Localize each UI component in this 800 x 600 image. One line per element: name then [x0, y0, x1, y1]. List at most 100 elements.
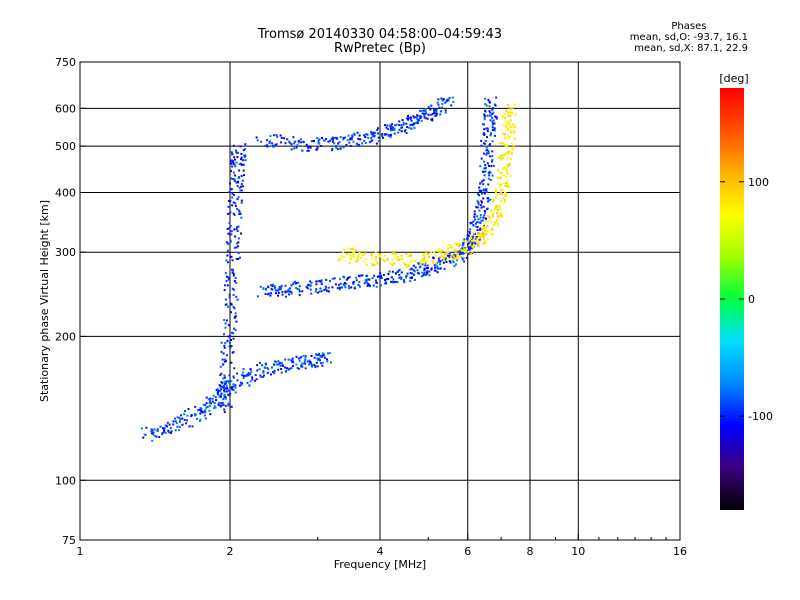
data-point [436, 271, 439, 274]
data-point [284, 284, 287, 287]
data-point [315, 280, 318, 283]
data-point [434, 108, 436, 111]
data-point [447, 243, 450, 246]
data-point [473, 243, 475, 246]
data-point [467, 249, 470, 252]
data-point [375, 285, 378, 288]
data-point [393, 262, 396, 265]
data-point [444, 109, 447, 112]
data-point [249, 368, 252, 371]
data-point [295, 282, 298, 284]
data-point [391, 270, 394, 273]
data-point [145, 426, 148, 429]
data-point [425, 273, 428, 276]
data-point [218, 404, 221, 407]
data-point [233, 214, 236, 217]
data-point [383, 133, 386, 136]
data-point [230, 233, 233, 236]
data-point [436, 266, 439, 269]
data-point [415, 260, 417, 263]
data-point [223, 380, 226, 383]
data-point [435, 110, 438, 113]
data-point [466, 247, 469, 250]
data-point [500, 212, 503, 215]
data-point [405, 276, 407, 279]
data-point [375, 281, 378, 284]
data-point [396, 281, 399, 284]
data-point [469, 245, 472, 248]
data-point [217, 403, 220, 406]
data-point [271, 144, 274, 147]
data-point [497, 169, 500, 172]
data-point [227, 335, 230, 338]
data-point [285, 369, 288, 372]
data-point [250, 371, 253, 374]
data-point [235, 320, 238, 323]
data-point [501, 189, 504, 191]
data-point [454, 257, 457, 260]
data-point [185, 422, 188, 425]
data-point [280, 371, 283, 374]
data-point [472, 224, 475, 226]
data-point [288, 290, 291, 293]
data-point [372, 284, 375, 287]
data-point [313, 356, 316, 359]
x-tick-label: 4 [377, 545, 384, 558]
data-point [236, 242, 238, 245]
data-point [476, 206, 479, 209]
data-point [416, 114, 419, 117]
data-point [342, 146, 345, 149]
data-point [409, 116, 412, 119]
data-point [337, 259, 340, 262]
data-point [471, 241, 474, 244]
data-point [304, 367, 307, 370]
data-point [241, 371, 244, 374]
data-point [220, 381, 223, 384]
data-point [502, 114, 505, 117]
data-point [497, 215, 500, 218]
data-point [364, 252, 367, 255]
data-point [486, 130, 489, 132]
data-point [480, 157, 483, 160]
data-point [480, 227, 483, 230]
data-point [402, 279, 405, 282]
data-point [201, 411, 204, 414]
data-point [448, 254, 451, 257]
data-point [233, 179, 236, 182]
data-point [478, 194, 480, 197]
data-point [244, 154, 247, 157]
data-point [440, 97, 443, 100]
data-point [423, 114, 426, 117]
data-point [364, 258, 367, 261]
data-point [335, 146, 338, 149]
data-point [373, 131, 376, 134]
data-point [441, 261, 443, 264]
data-point [485, 226, 487, 229]
data-point [484, 189, 487, 192]
data-point [468, 242, 471, 245]
data-point [223, 289, 226, 292]
data-point [364, 279, 367, 282]
data-point [483, 128, 486, 131]
data-point [385, 126, 388, 129]
data-point [295, 287, 298, 289]
data-point [181, 423, 184, 426]
data-point [446, 98, 449, 101]
data-point [240, 158, 242, 160]
data-point [486, 207, 489, 210]
data-point [476, 240, 479, 243]
data-point [236, 156, 239, 159]
data-point [446, 254, 449, 257]
data-point [365, 280, 368, 283]
data-point [158, 436, 161, 438]
data-point [226, 242, 229, 245]
data-point [467, 235, 470, 237]
data-point [408, 126, 411, 129]
data-point [426, 252, 429, 255]
data-point [502, 124, 505, 127]
data-point [338, 286, 341, 289]
data-point [179, 418, 182, 421]
data-point [510, 142, 513, 145]
data-point [299, 138, 302, 141]
data-point [476, 226, 479, 228]
